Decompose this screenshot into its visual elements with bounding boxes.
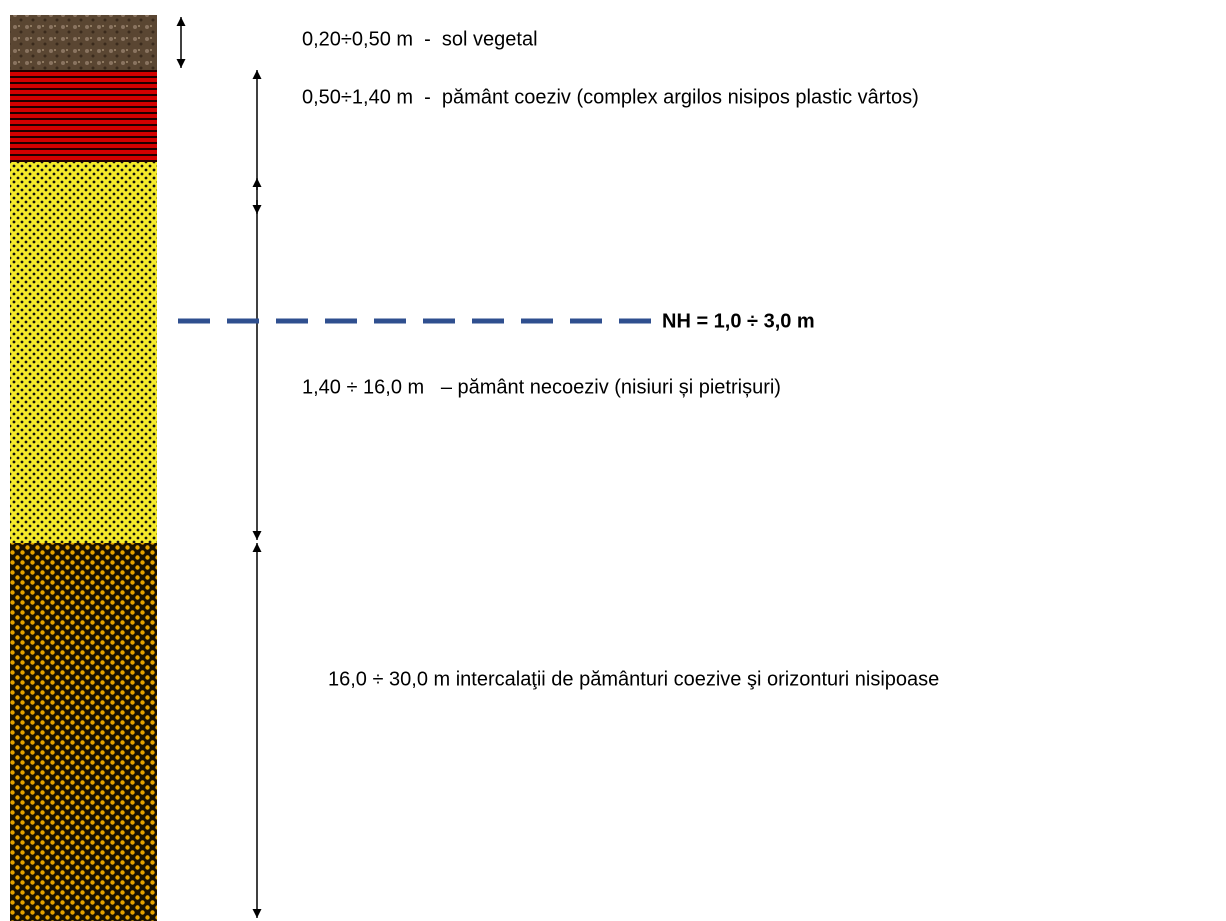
layer-mixed — [10, 543, 157, 921]
layer-label: 1,40 ÷ 16,0 m – pământ necoeziv (nisiuri… — [302, 376, 781, 398]
water-level-label: NH = 1,0 ÷ 3,0 m — [662, 310, 815, 332]
layer-sand — [10, 162, 157, 543]
layer-label: 16,0 ÷ 30,0 m intercalaţii de pământuri … — [328, 668, 939, 690]
layer-label: 0,20÷0,50 m - sol vegetal — [302, 28, 538, 50]
dimension-arrows — [181, 17, 257, 918]
layer-clay — [10, 70, 157, 162]
layer-topsoil — [10, 15, 157, 70]
soil-profile: NH = 1,0 ÷ 3,0 m 0,20÷0,50 m - sol veget… — [0, 0, 1226, 921]
layer-label: 0,50÷1,40 m - pământ coeziv (complex arg… — [302, 86, 919, 108]
column — [10, 15, 157, 921]
